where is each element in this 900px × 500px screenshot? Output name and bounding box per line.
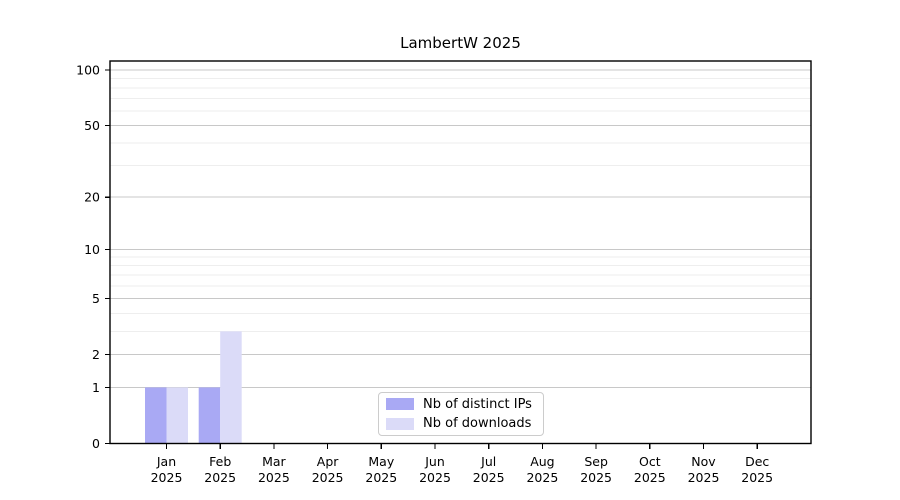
legend-item-downloads: Nb of downloads [386,416,536,433]
bar-downloads-feb [220,331,242,444]
x-tick-label-month: Apr [317,454,339,469]
legend: Nb of distinct IPs Nb of downloads [378,392,544,436]
x-tick-label-year: 2025 [151,470,183,485]
bar-distinct-ips-feb [198,387,221,444]
legend-item-distinct-ips: Nb of distinct IPs [386,396,536,413]
x-tick-label-year: 2025 [688,470,720,485]
y-tick-label: 50 [84,118,100,133]
y-tick-label: 5 [92,291,100,306]
x-tick-label-year: 2025 [204,470,236,485]
x-tick-label-month: Jul [480,454,496,469]
x-tick-label-month: Oct [639,454,661,469]
x-tick-label-month: Jun [424,454,445,469]
x-tick-label-month: Dec [745,454,769,469]
x-tick-label-month: Mar [262,454,286,469]
x-tick-label-year: 2025 [365,470,397,485]
y-tick-label: 1 [92,380,100,395]
x-tick-label-year: 2025 [473,470,505,485]
x-tick-label-month: May [368,454,394,469]
x-tick-label-year: 2025 [312,470,344,485]
x-tick-label-month: Aug [530,454,554,469]
x-tick-label-month: Feb [209,454,231,469]
x-tick-label-month: Jan [156,454,176,469]
x-tick-label-year: 2025 [258,470,290,485]
bar-distinct-ips-jan [145,387,167,444]
y-tick-label: 100 [76,63,100,78]
y-tick-label: 0 [92,436,100,451]
legend-label-downloads: Nb of downloads [423,416,532,432]
x-tick-label-year: 2025 [526,470,558,485]
bar-downloads-jan [166,387,188,444]
y-tick-label: 10 [84,242,100,257]
x-tick-label-year: 2025 [419,470,451,485]
legend-label-distinct-ips: Nb of distinct IPs [423,396,532,412]
x-tick-label-month: Sep [584,454,608,469]
x-tick-label-year: 2025 [634,470,666,485]
y-tick-label: 20 [84,190,100,205]
legend-swatch-distinct-ips [386,398,414,411]
legend-swatch-downloads [386,417,414,430]
x-tick-label-month: Nov [691,454,716,469]
x-tick-label-year: 2025 [741,470,773,485]
chart-title: LambertW 2025 [400,34,521,52]
y-tick-label: 2 [92,347,100,362]
x-tick-label-year: 2025 [580,470,612,485]
plot-frame [109,60,812,445]
